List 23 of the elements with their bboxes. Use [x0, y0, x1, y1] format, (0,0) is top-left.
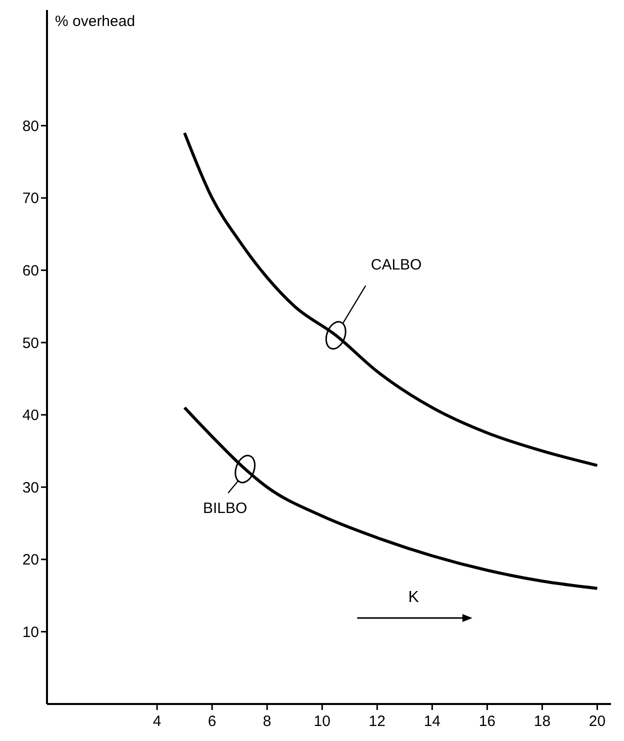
legend-label: BILBO — [202, 500, 248, 518]
x-axis-title: K — [408, 589, 420, 606]
y-tick-label: 20 — [22, 552, 39, 569]
line-series — [183, 406, 599, 590]
x-tick-label: 14 — [424, 713, 441, 730]
x-tick-label: 10 — [314, 713, 330, 730]
y-axis-title: % overhead — [55, 13, 136, 30]
x-tick-label: 18 — [534, 713, 551, 730]
x-tick-label: 8 — [262, 713, 272, 730]
y-tick-label: 80 — [22, 118, 39, 135]
x-tick-label: 20 — [588, 713, 606, 730]
line-series — [183, 131, 599, 467]
x-tick-label: 12 — [368, 713, 386, 730]
y-tick-label: 10 — [22, 624, 39, 641]
x-tick-label: 6 — [208, 713, 216, 730]
y-tick-label: 70 — [22, 190, 39, 208]
text: CALBO — [370, 256, 422, 274]
y-tick-label: 40 — [22, 407, 39, 424]
y-tick-label: 60 — [22, 262, 39, 280]
y-tick-label: 50 — [22, 334, 39, 352]
x-tick-label: 4 — [152, 713, 162, 730]
x-tick-label: 16 — [478, 713, 496, 730]
y-tick-label: 30 — [22, 479, 39, 496]
